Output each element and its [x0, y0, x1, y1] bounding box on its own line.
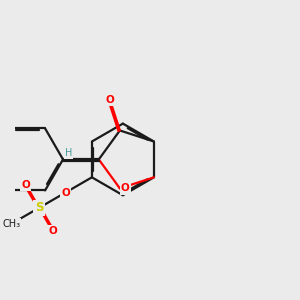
Text: O: O [121, 183, 130, 194]
Text: O: O [48, 226, 57, 236]
Text: O: O [21, 179, 30, 190]
Text: O: O [61, 188, 70, 197]
Text: O: O [106, 95, 114, 105]
Text: S: S [35, 201, 44, 214]
Text: CH₃: CH₃ [2, 219, 20, 229]
Text: H: H [65, 148, 72, 158]
